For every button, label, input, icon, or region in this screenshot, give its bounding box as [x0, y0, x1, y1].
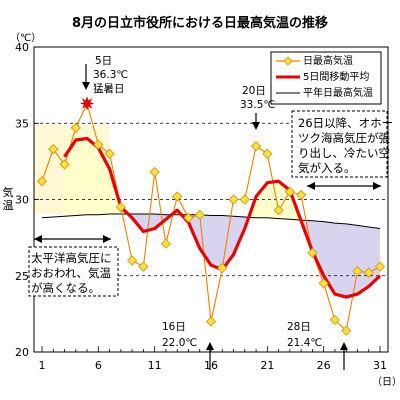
annotation-28-day: 28日 [287, 321, 311, 333]
x-tick-label: 1 [39, 359, 46, 372]
data-point-5 [79, 96, 95, 111]
data-point-20 [251, 141, 262, 152]
legend-label-1: 5日間移動平均 [303, 70, 369, 83]
data-point-1 [36, 176, 48, 187]
data-point-25 [307, 247, 318, 258]
data-point-22 [273, 205, 284, 216]
x-tick-labels: 1 6 11 16 21 26 31 [39, 359, 388, 372]
y-tick-label: 20 [15, 346, 29, 359]
area-fill-1 [128, 214, 172, 232]
data-point-7 [104, 148, 115, 159]
x-unit: （日） [372, 376, 400, 388]
note-right-line-1: ツク海高気圧が張 [298, 131, 390, 145]
plot-frame [33, 46, 389, 353]
legend-label-0: 日最高気温 [303, 54, 353, 67]
y-axis-label: 気温 [3, 185, 14, 212]
y-unit: （℃） [10, 32, 41, 44]
data-point-26 [318, 278, 329, 289]
data-point-11 [149, 166, 160, 178]
data-point-9 [127, 255, 138, 266]
y-axis-label-char: 気 [3, 185, 14, 199]
data-point-18 [228, 194, 239, 205]
legend: 日最高気温 5日間移動平均 平年日最高気温 [270, 51, 382, 105]
data-point-19 [239, 194, 250, 205]
annotation-28-temp: 21.4℃ [287, 337, 322, 349]
note-left-line-2: が高くなる。 [31, 281, 100, 295]
data-point-27 [329, 314, 340, 326]
annotation-5-day: 5日 [95, 55, 112, 67]
note-right-line-0: 26日以降、オホー [298, 116, 393, 130]
data-point-4 [70, 122, 81, 133]
arrow-20 [252, 113, 260, 130]
data-point-21 [262, 148, 273, 159]
x-tick-label: 16 [204, 359, 218, 372]
data-point-3 [59, 159, 70, 170]
data-point-17 [217, 263, 228, 274]
data-point-14 [183, 212, 194, 223]
x-tick-label: 6 [95, 359, 102, 372]
annotation-5-note: 猛暑日 [93, 83, 125, 95]
data-point-15 [194, 209, 205, 220]
data-point-24 [296, 189, 307, 200]
data-point-13 [172, 191, 183, 202]
annotation-20-temp: 33.5℃ [240, 99, 275, 111]
data-point-29 [352, 266, 363, 277]
data-point-2 [48, 144, 59, 155]
y-axis-label-char: 温 [3, 199, 14, 212]
arrow-16 [206, 342, 214, 370]
data-point-31 [374, 261, 386, 272]
range-arrow-left [34, 235, 111, 243]
y-tick-label: 40 [15, 41, 29, 54]
x-tick-label: 31 [373, 359, 387, 372]
range-arrow-right [307, 182, 381, 190]
annotation-5-temp: 36.3℃ [93, 69, 128, 81]
annotation-16-day: 16日 [162, 321, 186, 333]
x-tick-label: 26 [317, 359, 331, 372]
arrow-5 [82, 64, 90, 90]
annotation-20-day: 20日 [242, 85, 266, 97]
note-left-line-0: 太平洋高気圧に [31, 251, 112, 265]
y-tick-label: 35 [15, 117, 29, 130]
data-point-8 [115, 202, 126, 213]
y-tick-labels: 20 25 30 35 40 [15, 41, 29, 359]
data-point-28 [341, 325, 352, 336]
note-right-line-2: り出し、冷たい空 [298, 146, 390, 160]
data-point-23 [284, 186, 295, 197]
x-tick-label: 11 [148, 359, 162, 372]
note-box-left: 太平洋高気圧に おおわれ、気温 が高くなる。 [28, 246, 119, 297]
series-points [36, 96, 386, 336]
data-point-16 [205, 316, 217, 327]
data-point-12 [160, 238, 171, 249]
x-tick-label: 21 [260, 359, 274, 372]
data-point-6 [93, 139, 104, 150]
arrow-28 [340, 342, 348, 370]
legend-marker-0 [283, 56, 293, 66]
annotations: 5日 36.3℃ 猛暑日 20日 33.5℃ 16日 22.0℃ 28日 21.… [34, 55, 381, 370]
area-fill-5 [300, 220, 380, 298]
y-tick-label: 30 [15, 194, 29, 207]
note-left-line-1: おおわれ、気温 [31, 266, 112, 280]
y-tick-label: 25 [15, 270, 29, 283]
data-point-30 [363, 267, 374, 278]
note-right-line-3: 気が入る。 [298, 161, 356, 175]
note-box-right: 26日以降、オホー ツク海高気圧が張 り出し、冷たい空 気が入る。 [291, 110, 393, 178]
legend-label-2: 平年日最高気温 [303, 86, 373, 99]
chart-title: 8月の日立市役所における日最高気温の推移 [72, 15, 328, 31]
series-line-normal [41, 213, 381, 229]
area-fill-0 [64, 138, 129, 217]
data-point-10 [138, 261, 149, 272]
annotation-16-temp: 22.0℃ [162, 337, 197, 349]
